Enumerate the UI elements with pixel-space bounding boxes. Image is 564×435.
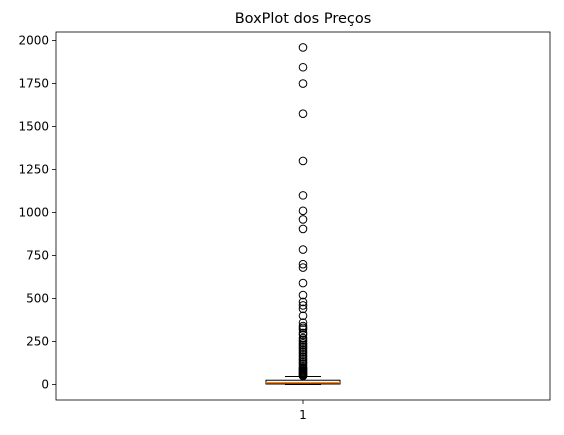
axes-frame	[55, 31, 551, 401]
outlier-point	[298, 278, 308, 288]
chart-title: BoxPlot dos Preços	[235, 11, 372, 27]
outlier-point	[298, 259, 308, 269]
outlier-point	[298, 156, 308, 166]
outlier-point	[298, 79, 308, 88]
outlier-point	[298, 245, 308, 254]
outlier-point	[298, 304, 308, 314]
y-tick-label: 750	[26, 249, 49, 263]
y-tick-label: 1500	[18, 120, 49, 134]
y-tick-label: 0	[41, 378, 49, 392]
y-axis: 0 250 500 750 1000 1250 1500 1750 2000	[18, 34, 56, 392]
outlier-point	[298, 297, 308, 307]
x-axis: 1	[299, 400, 307, 422]
outlier-point	[298, 325, 308, 334]
outlier-point	[298, 191, 308, 200]
outlier-point	[298, 290, 308, 300]
y-tick-label: 2000	[18, 34, 49, 48]
outlier-point	[298, 109, 308, 118]
outlier-point	[298, 371, 308, 381]
outlier-point	[298, 206, 308, 216]
outlier-point	[298, 318, 308, 327]
outlier-point	[298, 263, 308, 272]
x-tick-label: 1	[299, 408, 307, 422]
outlier-point	[298, 311, 308, 321]
outlier-point	[298, 43, 308, 52]
y-tick-label: 1250	[18, 163, 49, 177]
outlier-point	[298, 301, 308, 310]
y-tick-label: 500	[26, 292, 49, 306]
outlier-point	[298, 215, 308, 224]
outlier-point	[298, 330, 308, 339]
plot-area	[265, 43, 341, 386]
y-tick-label: 1750	[18, 77, 49, 91]
outlier-point	[298, 62, 308, 72]
y-tick-label: 1000	[18, 206, 49, 220]
outlier-point	[298, 224, 308, 234]
y-tick-label: 250	[26, 335, 49, 349]
